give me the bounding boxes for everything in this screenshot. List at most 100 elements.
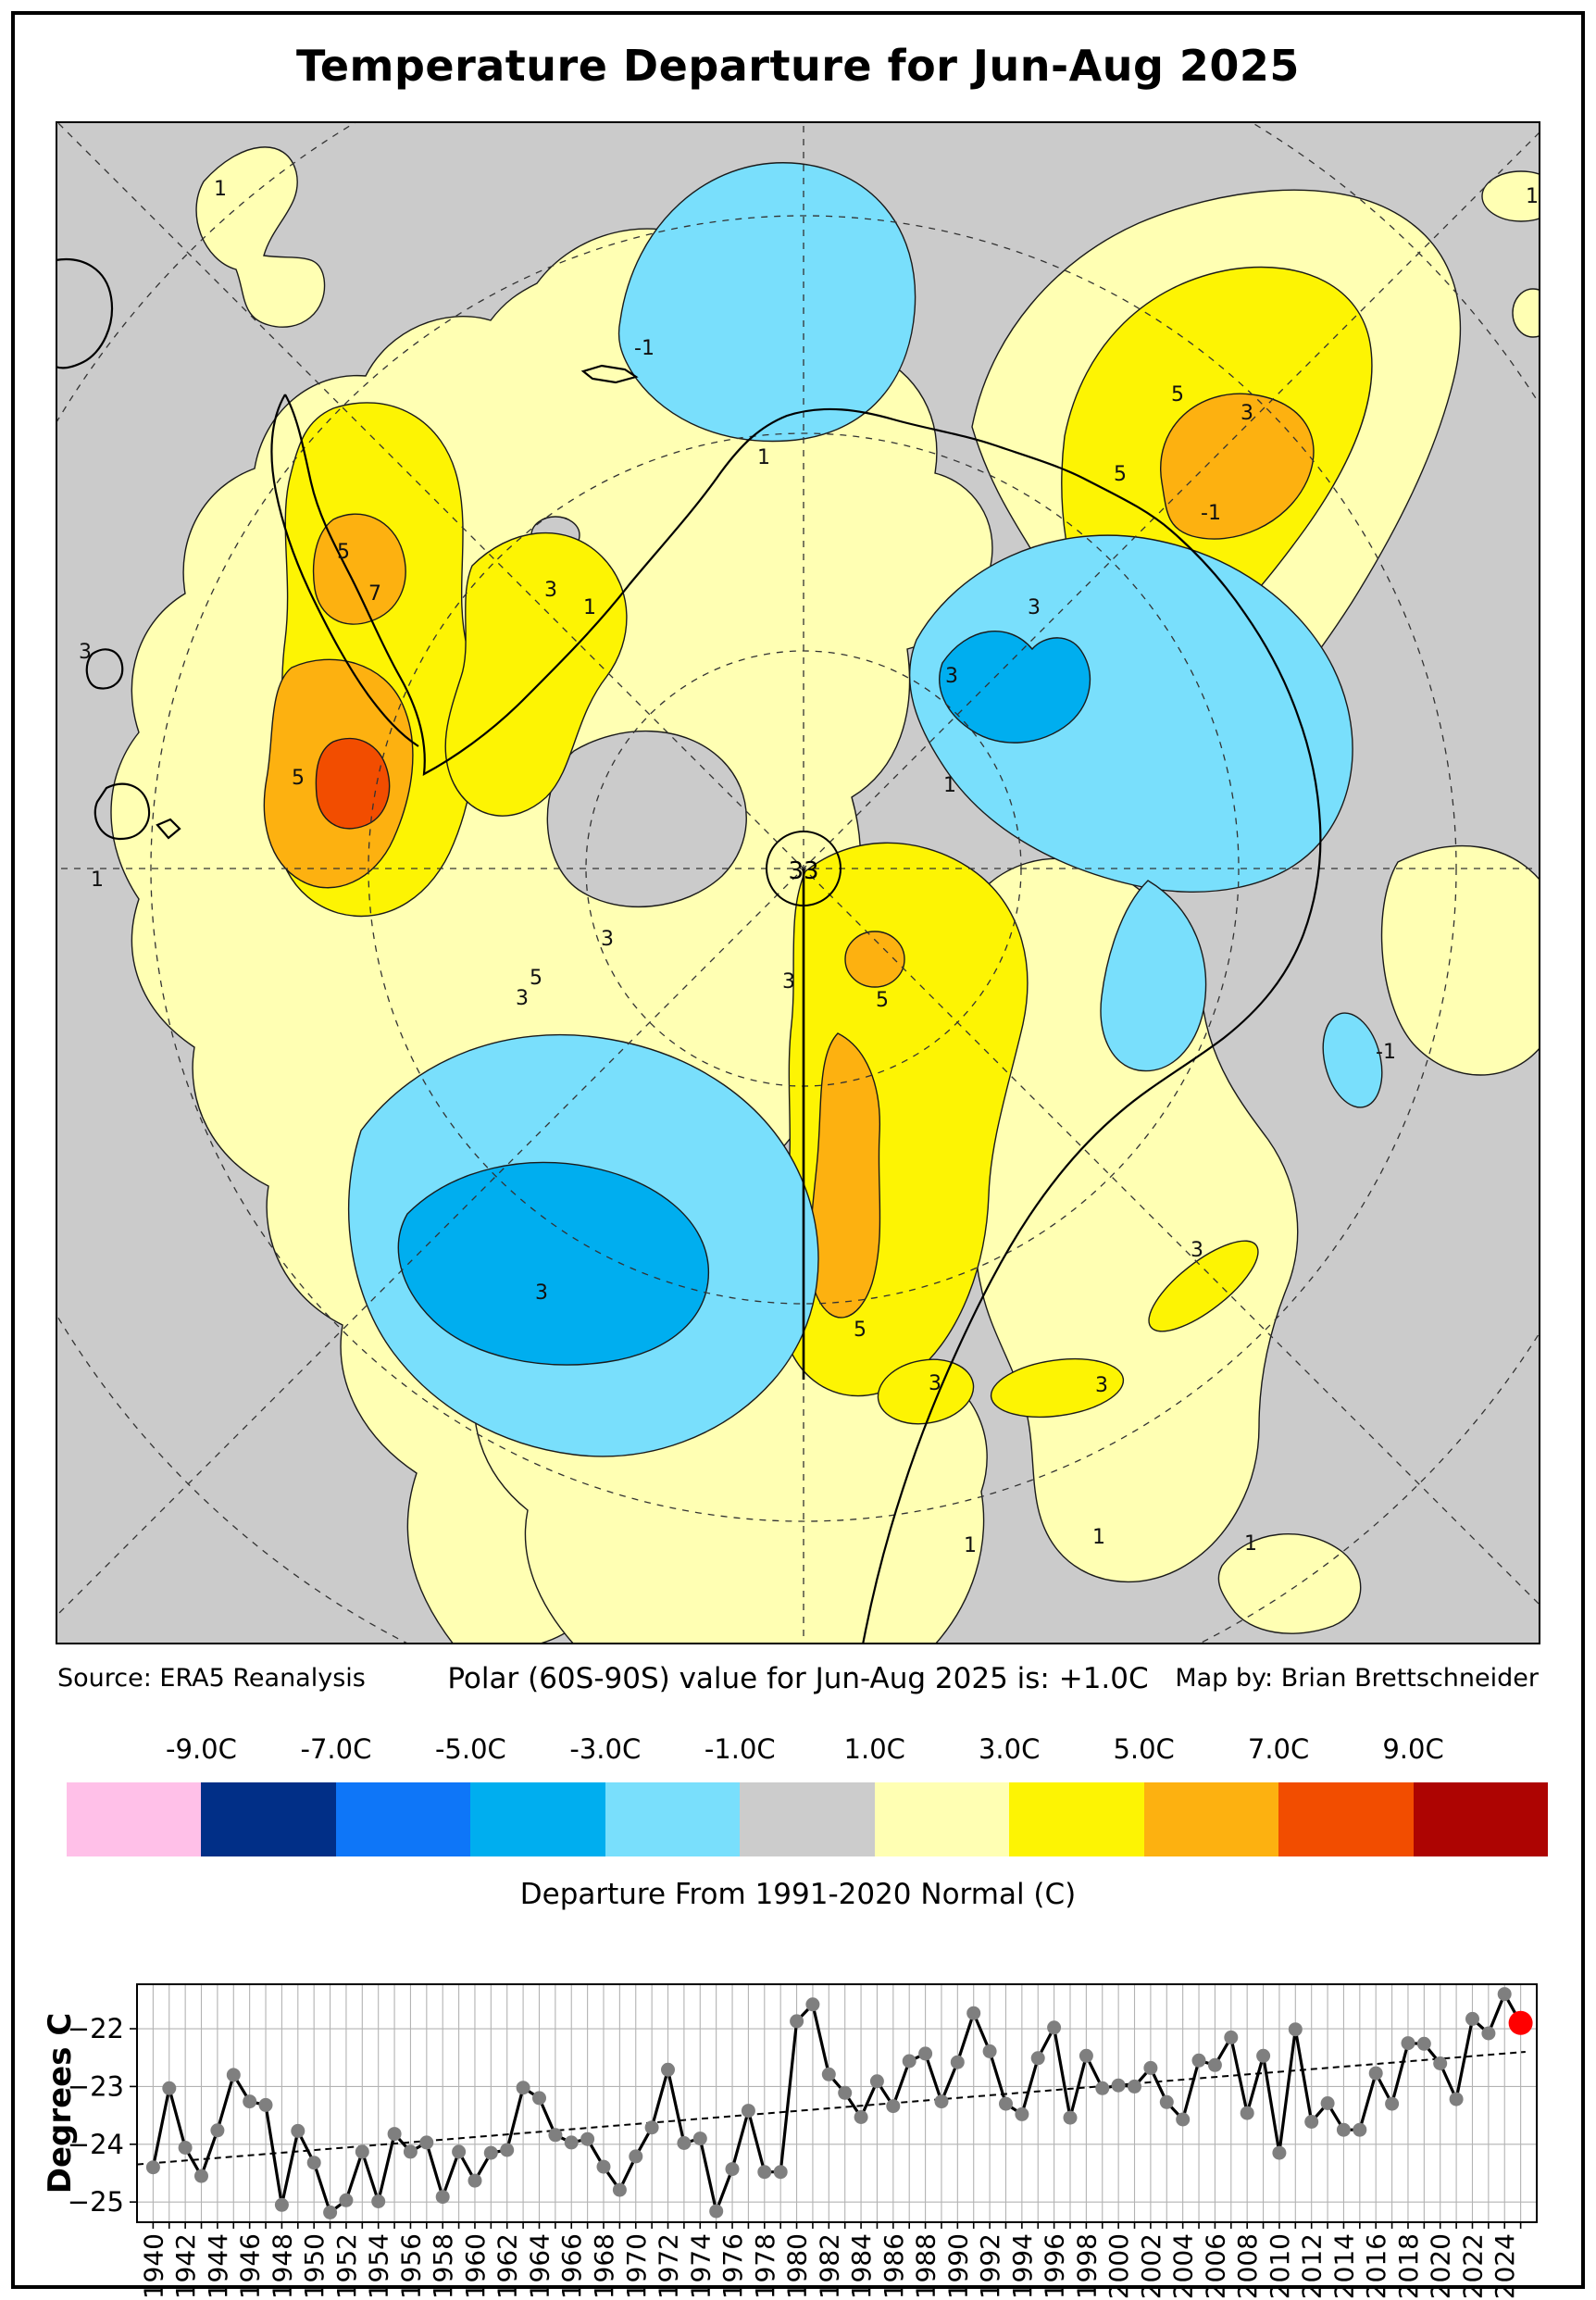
- marker: [452, 2144, 467, 2159]
- contour-label: -1: [1201, 502, 1221, 525]
- marker: [258, 2097, 273, 2112]
- region-plus7-core: [315, 737, 391, 830]
- region-plus1-topleft: [195, 146, 326, 328]
- marker: [934, 2094, 949, 2109]
- region-plus5-pole-a: [844, 931, 905, 988]
- marker: [1111, 2078, 1126, 2093]
- colorbar-swatch-0: [67, 1782, 202, 1856]
- xtick-label: 2010: [1265, 2233, 1295, 2299]
- xtick-label: 2024: [1490, 2233, 1520, 2299]
- contour-label: 1: [583, 596, 596, 619]
- marker: [1336, 2122, 1351, 2137]
- marker: [677, 2136, 692, 2150]
- marker: [1095, 2081, 1110, 2095]
- coast-south-america: [56, 257, 114, 369]
- xtick-label: 1952: [331, 2233, 362, 2299]
- marker: [564, 2135, 579, 2150]
- marker: [483, 2145, 498, 2160]
- xtick-label: 1954: [364, 2233, 394, 2299]
- marker-latest: [1508, 2010, 1533, 2035]
- ytick-label: −25: [68, 2186, 124, 2218]
- colorbar-caption: Departure From 1991-2020 Normal (C): [519, 1878, 1077, 1911]
- region-normal-iceshelf: [546, 731, 747, 908]
- xtick-label: 1984: [846, 2233, 877, 2299]
- marker: [1288, 2022, 1303, 2037]
- source-text: Source: ERA5 Reanalysis: [57, 1664, 366, 1693]
- map-border: [56, 121, 1540, 1644]
- marker: [243, 2094, 257, 2109]
- marker: [1176, 2112, 1191, 2127]
- marker: [692, 2131, 707, 2146]
- region-plus3-blob-a: [877, 1358, 975, 1425]
- xtick-label: 1986: [879, 2233, 909, 2299]
- marker: [1030, 2051, 1045, 2066]
- marker: [790, 2014, 804, 2029]
- contour-label: 3: [782, 970, 795, 994]
- marker: [403, 2144, 418, 2159]
- xtick-label: 1982: [814, 2233, 844, 2299]
- marker: [468, 2173, 482, 2188]
- plot-frame: [136, 1983, 1538, 2223]
- region-plus3-blob-c: [1148, 1240, 1259, 1332]
- contour-label: 1: [214, 178, 227, 201]
- marker: [194, 2169, 208, 2183]
- marker: [1015, 2106, 1029, 2121]
- xtick-label: 1972: [654, 2233, 684, 2299]
- marker: [387, 2127, 402, 2142]
- contour-label: 3: [79, 641, 92, 664]
- xtick-label: 1980: [782, 2233, 813, 2299]
- xtick-label: 1992: [975, 2233, 1005, 2299]
- colorbar-swatch-4: [605, 1782, 741, 1856]
- xtick-label: 1966: [556, 2233, 587, 2299]
- contour-label: 3: [1191, 1239, 1203, 1262]
- marker: [500, 2143, 515, 2157]
- region-minus3-east-core: [939, 631, 1091, 744]
- xtick-label: 2022: [1457, 2233, 1488, 2299]
- marker: [982, 2044, 997, 2058]
- marker: [371, 2194, 386, 2208]
- marker: [355, 2144, 369, 2159]
- marker: [709, 2204, 724, 2219]
- colorbar-tick-label: 3.0C: [978, 1733, 1041, 1765]
- xtick-label: 1996: [1040, 2233, 1070, 2299]
- polar-anomaly-map: 33 1 -1 1 1 5 5 3 -1 3 3 1 1 3 5 7 5 3 1 3 5 3 5 3 5 3 3 3 3 -1 1 1 1: [56, 121, 1540, 1644]
- region-minus1-small-east: [1322, 1012, 1383, 1108]
- colorbar-swatch-6: [874, 1782, 1010, 1856]
- xtick-label: 1998: [1071, 2233, 1102, 2299]
- marker: [1207, 2057, 1222, 2072]
- region-plus1-bottomright: [1217, 1533, 1362, 1634]
- pole-circle: [766, 831, 842, 906]
- marker: [950, 2055, 965, 2069]
- contour-label: 3: [516, 987, 529, 1010]
- marker: [1079, 2048, 1093, 2063]
- xtick-label: 1948: [267, 2233, 297, 2299]
- marker: [1353, 2122, 1367, 2137]
- marker: [644, 2120, 659, 2135]
- contour-label: 5: [530, 967, 542, 990]
- coast-island-a: [85, 648, 124, 690]
- region-minus1-east: [908, 534, 1353, 893]
- xtick-label: 2012: [1297, 2233, 1328, 2299]
- marker: [999, 2096, 1013, 2111]
- xtick-label: 2020: [1426, 2233, 1456, 2299]
- contour-label: -1: [1376, 1041, 1396, 1064]
- marker: [145, 2160, 160, 2175]
- marker: [902, 2054, 916, 2069]
- marker: [1063, 2110, 1078, 2125]
- region-plus1-small-a: [1481, 170, 1540, 222]
- coast-island-c: [156, 818, 181, 840]
- marker: [741, 2104, 755, 2119]
- contour-label: 1: [757, 446, 770, 469]
- contour-label: 3: [535, 1281, 548, 1305]
- marker: [1465, 2011, 1479, 2026]
- region-plus5-peninsula-n: [312, 513, 406, 625]
- xtick-label: 2004: [1168, 2233, 1199, 2299]
- coast-island-d: [580, 364, 639, 384]
- contour-label: 5: [876, 989, 889, 1012]
- marker: [1047, 2020, 1062, 2035]
- colorbar-tick-label: -3.0C: [569, 1733, 642, 1765]
- contour-label: 1: [91, 869, 104, 892]
- marker: [210, 2123, 225, 2138]
- series-markers: [145, 1987, 1533, 2219]
